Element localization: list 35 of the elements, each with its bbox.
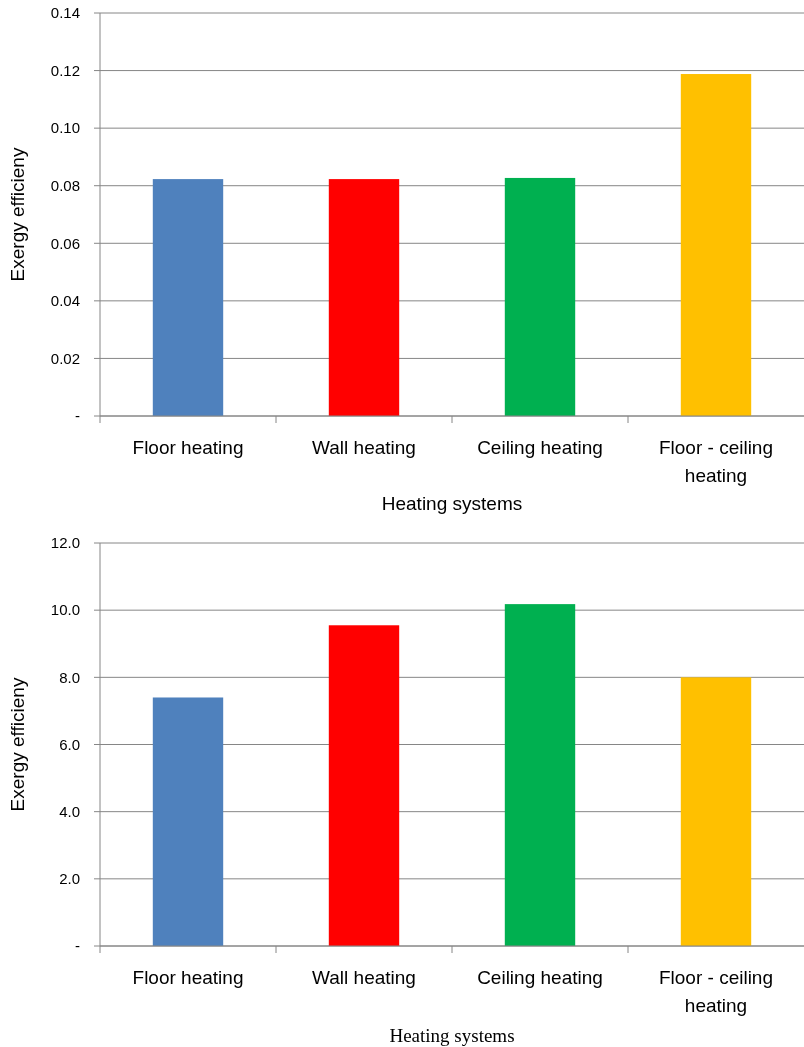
x-tick-label: Wall heating xyxy=(312,437,416,458)
x-tick-label: Floor - ceiling heating xyxy=(658,437,774,486)
y-tick-label: - xyxy=(75,407,80,425)
bar xyxy=(680,677,752,946)
bar xyxy=(680,74,752,416)
y-tick-label: 0.10 xyxy=(50,119,80,137)
bar xyxy=(152,697,224,946)
bar xyxy=(504,177,576,416)
y-tick-label: 0.12 xyxy=(50,61,80,79)
y-tick-label: 0.06 xyxy=(50,234,80,252)
x-axis-title: Heating systems xyxy=(381,493,523,514)
bar xyxy=(152,179,224,416)
x-tick-label: Floor heating xyxy=(132,437,244,458)
y-tick-label: 0.14 xyxy=(50,4,80,22)
bar xyxy=(328,179,400,416)
bar xyxy=(328,625,400,946)
y-axis-title: Exergy efficieny xyxy=(7,147,28,282)
y-tick-label: 0.04 xyxy=(50,292,80,310)
y-tick-label: 12.0 xyxy=(50,534,80,552)
y-tick-label: 6.0 xyxy=(59,735,80,753)
y-tick-label: 4.0 xyxy=(59,802,80,820)
y-tick-label: 0.02 xyxy=(50,349,80,367)
y-tick-label: 2.0 xyxy=(59,870,80,888)
y-tick-label: 8.0 xyxy=(59,668,80,686)
x-tick-label: Floor heating xyxy=(132,967,244,988)
y-tick-label: 10.0 xyxy=(50,601,80,619)
bar xyxy=(504,604,576,946)
y-tick-label: - xyxy=(75,937,80,955)
x-tick-label: Ceiling heating xyxy=(477,437,603,458)
x-tick-label: Ceiling heating xyxy=(477,967,603,988)
y-tick-label: 0.08 xyxy=(50,176,80,194)
x-tick-label: Floor - ceiling heating xyxy=(658,967,774,1016)
y-axis-title: Exergy efficieny xyxy=(7,677,28,812)
x-axis-title: Heating systems xyxy=(389,1025,515,1046)
x-tick-label: Wall heating xyxy=(312,967,416,988)
